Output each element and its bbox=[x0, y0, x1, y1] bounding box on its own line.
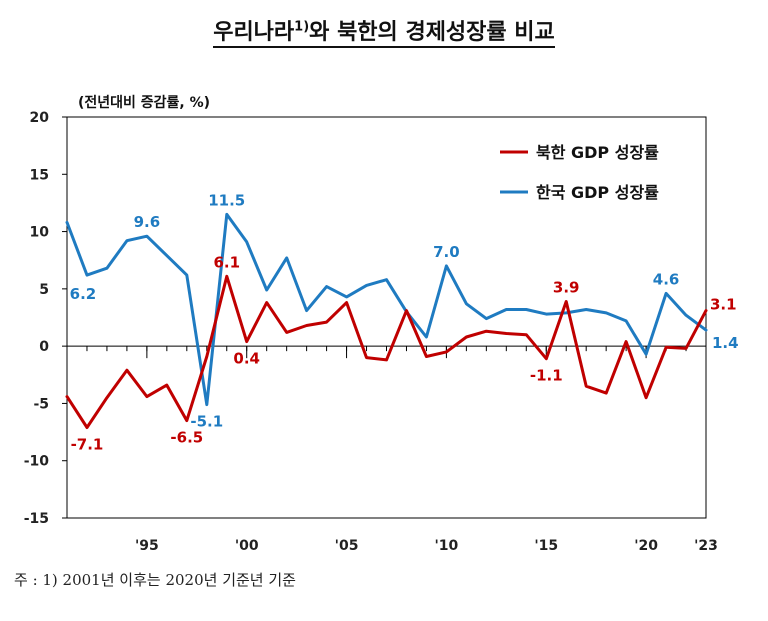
data-label-north: 3.9 bbox=[553, 278, 580, 296]
legend-label-south: 한국 GDP 성장률 bbox=[536, 183, 659, 202]
data-label-north: -1.1 bbox=[530, 367, 563, 385]
y-unit-label: (전년대비 증감률, %) bbox=[78, 94, 210, 111]
data-label-south: 7.0 bbox=[433, 243, 460, 261]
data-label-north: 0.4 bbox=[233, 350, 260, 368]
title-text-2: 와 북한의 경제성장률 비교 bbox=[309, 20, 555, 45]
x-tick-label: '05 bbox=[335, 538, 359, 554]
y-tick-label: -15 bbox=[24, 511, 49, 527]
footnote: 주 : 1) 2001년 이후는 2020년 기준년 기준 bbox=[14, 571, 296, 589]
y-tick-label: -5 bbox=[33, 396, 49, 412]
data-label-south: 1.4 bbox=[712, 334, 739, 352]
y-tick-label: 20 bbox=[30, 110, 50, 126]
y-tick-label: 10 bbox=[30, 225, 50, 241]
data-label-north: 6.1 bbox=[213, 253, 240, 271]
data-label-south: -5.1 bbox=[190, 413, 223, 431]
data-label-north: -6.5 bbox=[170, 429, 203, 447]
data-label-north: 3.1 bbox=[710, 296, 737, 314]
x-tick-label: '95 bbox=[135, 538, 159, 554]
series-line-south bbox=[65, 212, 708, 407]
x-tick-label: '10 bbox=[435, 538, 459, 554]
y-tick-label: 5 bbox=[39, 282, 49, 298]
chart-title: 우리나라1)와 북한의 경제성장률 비교 bbox=[0, 14, 768, 48]
x-tick-label: '23 bbox=[694, 538, 718, 554]
data-label-south: 9.6 bbox=[134, 213, 161, 231]
data-label-south: 6.2 bbox=[70, 285, 97, 303]
x-tick-label: '15 bbox=[534, 538, 558, 554]
y-tick-label: 0 bbox=[39, 339, 49, 355]
title-text: 우리나라 bbox=[213, 20, 295, 45]
x-tick-label: '20 bbox=[634, 538, 658, 554]
data-label-south: 11.5 bbox=[208, 191, 245, 209]
legend-label-north: 북한 GDP 성장률 bbox=[536, 143, 659, 162]
y-tick-label: -10 bbox=[24, 454, 50, 470]
plot-frame bbox=[66, 116, 707, 519]
series-line-north bbox=[65, 274, 708, 429]
x-tick-label: '00 bbox=[235, 538, 259, 554]
data-label-north: -7.1 bbox=[71, 435, 104, 453]
title-superscript: 1) bbox=[294, 19, 310, 35]
growth-rate-chart: 20 15 10 5 0 -5 -10 -15 '95 '00 '05 '10 '15 '20 '23 (전년… bbox=[24, 94, 739, 554]
y-tick-label: 15 bbox=[30, 167, 49, 183]
data-label-south: 4.6 bbox=[653, 270, 680, 288]
